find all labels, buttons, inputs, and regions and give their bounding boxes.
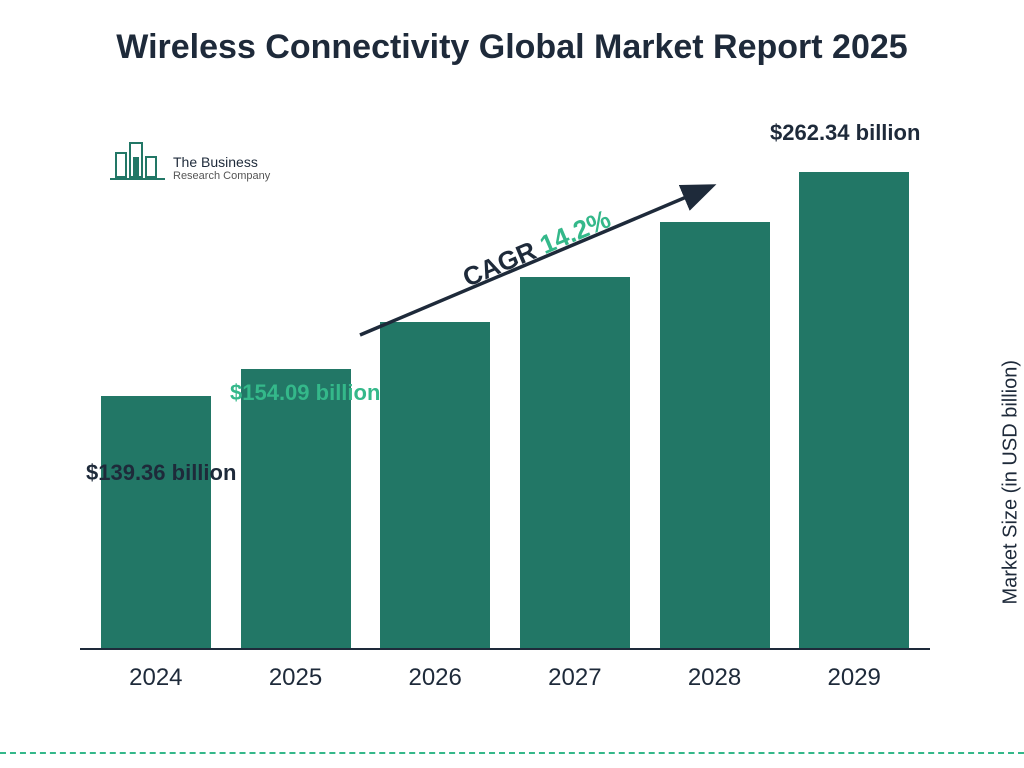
- x-tick-label: 2025: [226, 664, 366, 692]
- x-tick-label: 2026: [365, 664, 505, 692]
- bar-2025: [226, 369, 366, 650]
- x-tick-label: 2029: [784, 664, 924, 692]
- x-tick-label: 2028: [645, 664, 785, 692]
- cagr-arrow-icon: [350, 175, 730, 355]
- bar-2029: [784, 172, 924, 650]
- bar-rect: [799, 172, 909, 650]
- value-label-2029: $262.34 billion: [770, 120, 920, 146]
- y-axis-label: Market Size (in USD billion): [1000, 360, 1023, 605]
- cagr-annotation: CAGR 14.2%: [350, 175, 730, 355]
- value-label-2024: $139.36 billion: [86, 460, 236, 486]
- x-tick-label: 2027: [505, 664, 645, 692]
- x-tick-label: 2024: [86, 664, 226, 692]
- bar-rect: [241, 369, 351, 650]
- bar-rect: [380, 322, 490, 650]
- bottom-divider: [0, 752, 1024, 754]
- bar-2024: [86, 396, 226, 650]
- x-axis-line: [80, 648, 930, 650]
- chart-title: Wireless Connectivity Global Market Repo…: [0, 0, 1024, 69]
- value-label-2025: $154.09 billion: [230, 380, 380, 406]
- bar-rect: [101, 396, 211, 650]
- bar-2026: [365, 322, 505, 650]
